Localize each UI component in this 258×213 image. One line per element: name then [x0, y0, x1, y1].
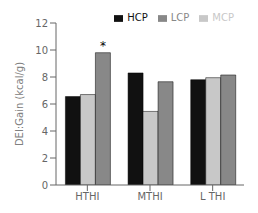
- svg-text:2: 2: [42, 153, 48, 164]
- svg-text:8: 8: [42, 72, 48, 83]
- svg-text:0: 0: [42, 180, 48, 191]
- svg-text:*: *: [100, 39, 106, 53]
- svg-text:6: 6: [42, 99, 48, 110]
- html-text:HCP: HCP: [127, 12, 148, 23]
- svg-text:10: 10: [35, 45, 48, 56]
- svg-text:4: 4: [42, 126, 48, 137]
- svg-text:12: 12: [35, 18, 48, 29]
- svg-text:MTHI: MTHI: [137, 191, 162, 202]
- svg-text:L THI: L THI: [200, 191, 225, 202]
- svg-text:DEI:Gain (kcal/g): DEI:Gain (kcal/g): [14, 62, 25, 146]
- html-text:MCP: MCP: [212, 12, 234, 23]
- html-text:LCP: LCP: [170, 12, 190, 23]
- svg-text:HTHI: HTHI: [75, 191, 99, 202]
